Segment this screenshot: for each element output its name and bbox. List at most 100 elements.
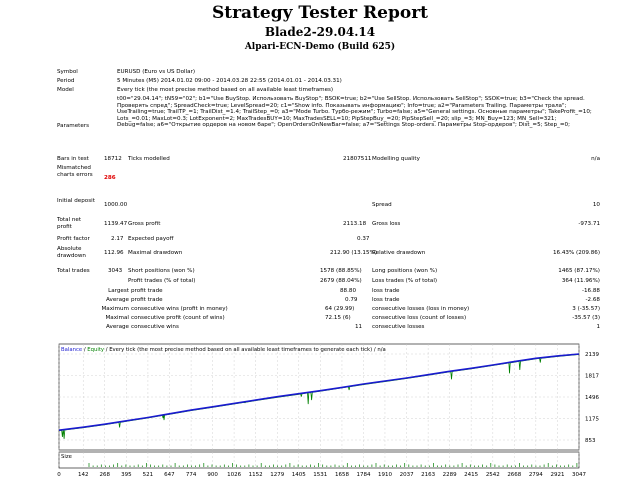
- average-consec-wins-value: 11: [355, 324, 363, 330]
- x-tick-label: 2794: [529, 472, 543, 478]
- x-tick-label: 268: [99, 472, 110, 478]
- size-frame: [58, 451, 580, 469]
- absolute-drawdown-label: Absolute drawdown: [57, 246, 86, 259]
- gross-profit-value: 2113.18: [343, 221, 367, 227]
- max-consec-wins-value: 64 (29.99): [325, 306, 355, 312]
- mismatch-label: Mismatched charts errors: [57, 165, 93, 178]
- loss-trades-value: 364 (11.96%): [561, 278, 600, 284]
- average-label: Average: [106, 297, 129, 303]
- size-label: Size: [61, 454, 72, 460]
- gross-profit-label: Gross profit: [128, 221, 161, 227]
- max-consec-losses-value: 3 (-35.57): [572, 306, 600, 312]
- x-tick-label: 2542: [486, 472, 500, 478]
- absolute-drawdown-value: 112.96: [104, 250, 124, 256]
- net-profit-label: Total net profit: [57, 217, 82, 230]
- x-tick-label: 2921: [550, 472, 564, 478]
- x-tick-label: 142: [78, 472, 89, 478]
- x-tick-label: 1405: [292, 472, 306, 478]
- deposit-label: Initial deposit: [57, 198, 95, 204]
- short-positions-value: 1578 (88.85%): [320, 268, 362, 274]
- maximal-drawdown-value: 212.90 (13.15%): [330, 250, 378, 256]
- profit-factor-label: Profit factor: [57, 236, 90, 242]
- x-tick-label: 2668: [507, 472, 521, 478]
- relative-drawdown-value: 16.43% (209.86): [552, 250, 600, 256]
- average-loss-value: -2.68: [585, 297, 600, 303]
- long-positions-label: Long positions (won %): [372, 268, 438, 274]
- total-trades-label: Total trades: [57, 268, 90, 274]
- x-tick-label: 1531: [313, 472, 327, 478]
- average-loss-label: loss trade: [372, 297, 400, 303]
- max-consec-losses-label: consecutive losses (loss in money): [372, 306, 470, 312]
- x-tick-label: 2415: [464, 472, 478, 478]
- maximal-consec-loss-value: -35.57 (3): [572, 315, 600, 321]
- total-trades-value: 3043: [108, 268, 123, 274]
- x-tick-label: 1910: [378, 472, 392, 478]
- average-consec-losses-value: 1: [596, 324, 600, 330]
- average-profit-label: profit trade: [131, 297, 163, 303]
- average-profit-value: 0.79: [345, 297, 358, 303]
- server-name: Alpari-ECN-Demo (Build 625): [244, 42, 396, 52]
- loss-trades-label: Loss trades (% of total): [372, 278, 438, 284]
- relative-drawdown-label: Relative drawdown: [372, 250, 426, 256]
- expected-payoff-value: 0.37: [357, 236, 370, 242]
- y-tick-label: 1817: [585, 374, 599, 380]
- x-tick-label: 2037: [400, 472, 414, 478]
- average-consec-label: Average: [106, 324, 129, 330]
- expected-payoff-label: Expected payoff: [128, 236, 174, 242]
- largest-profit-value: 88.80: [340, 288, 357, 294]
- quality-value: n/a: [591, 156, 600, 162]
- x-tick-label: 1026: [227, 472, 241, 478]
- average-consec-wins-label: consecutive wins: [131, 324, 179, 330]
- largest-label: Largest: [108, 288, 129, 294]
- maximal-drawdown-label: Maximal drawdown: [128, 250, 183, 256]
- deposit-value: 1000.00: [104, 202, 128, 208]
- x-tick-label: 1279: [270, 472, 284, 478]
- profit-factor-value: 2.17: [111, 236, 124, 242]
- symbol-value: EURUSD (Euro vs US Dollar): [117, 69, 196, 75]
- largest-loss-label: loss trade: [372, 288, 400, 294]
- maximal-consec-loss-label: consecutive loss (count of losses): [372, 315, 467, 321]
- largest-profit-label: profit trade: [131, 288, 163, 294]
- x-tick-label: 2289: [443, 472, 457, 478]
- model-label: Model: [57, 87, 74, 93]
- period-value: 5 Minutes (M5) 2014.01.02 09:00 - 2014.0…: [117, 78, 342, 84]
- largest-loss-value: -16.88: [581, 288, 600, 294]
- mismatch-value: 286: [104, 175, 116, 181]
- y-tick-label: 2139: [585, 352, 599, 358]
- x-tick-label: 1658: [335, 472, 349, 478]
- symbol-label: Symbol: [57, 69, 78, 75]
- x-tick-label: 900: [207, 472, 218, 478]
- short-positions-label: Short positions (won %): [128, 268, 195, 274]
- maximal-consec-profit-label: consecutive profit (count of wins): [131, 315, 225, 321]
- x-tick-label: 774: [186, 472, 197, 478]
- gross-loss-value: -973.71: [578, 221, 600, 227]
- x-tick-label: 3047: [572, 472, 586, 478]
- ticks-label: Ticks modelled: [128, 156, 170, 162]
- y-tick-label: 1496: [585, 395, 599, 401]
- x-tick-label: 395: [121, 472, 132, 478]
- gross-loss-label: Gross loss: [372, 221, 401, 227]
- profit-trades-label: Profit trades (% of total): [128, 278, 196, 284]
- x-tick-label: 1784: [356, 472, 370, 478]
- ticks-value: 21807511: [343, 156, 372, 162]
- balance-line: [58, 353, 580, 431]
- bars-value: 18712: [104, 156, 122, 162]
- quality-label: Modelling quality: [372, 156, 420, 162]
- long-positions-value: 1465 (87.17%): [558, 268, 600, 274]
- parameters-label: Parameters: [57, 123, 90, 129]
- period-label: Period: [57, 78, 75, 84]
- profit-trades-value: 2679 (88.04%): [320, 278, 362, 284]
- net-profit-value: 1139.47: [104, 221, 128, 227]
- model-value: Every tick (the most precise method base…: [117, 87, 334, 93]
- spread-value: 10: [592, 202, 600, 208]
- y-tick-label: 1175: [585, 416, 599, 422]
- report-title: Strategy Tester Report: [211, 3, 429, 23]
- expert-name: Blade2-29.04.14: [264, 25, 376, 39]
- chart-legend: Balance / Equity / Every tick (the most …: [61, 347, 386, 353]
- y-tick-label: 853: [585, 438, 596, 444]
- x-tick-label: 521: [143, 472, 154, 478]
- spread-label: Spread: [372, 202, 392, 208]
- x-tick-label: 0: [57, 472, 61, 478]
- maximum-label: Maximum: [101, 306, 129, 312]
- x-tick-label: 647: [164, 472, 175, 478]
